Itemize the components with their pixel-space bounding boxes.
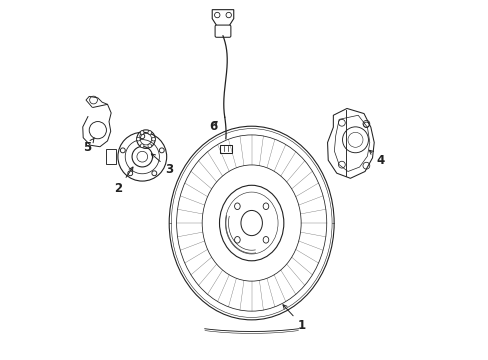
Text: 1: 1	[283, 305, 305, 332]
Circle shape	[120, 148, 125, 153]
Circle shape	[140, 144, 143, 148]
Circle shape	[127, 171, 132, 176]
Circle shape	[152, 171, 157, 176]
Circle shape	[151, 137, 155, 141]
Circle shape	[148, 131, 151, 134]
Circle shape	[148, 144, 151, 148]
Text: 4: 4	[368, 150, 384, 167]
Text: 3: 3	[151, 154, 173, 176]
Text: 6: 6	[209, 120, 217, 133]
Circle shape	[136, 137, 140, 141]
Circle shape	[159, 148, 164, 153]
Circle shape	[140, 131, 143, 134]
FancyBboxPatch shape	[215, 25, 230, 37]
Circle shape	[140, 134, 144, 139]
FancyBboxPatch shape	[220, 145, 231, 153]
Text: 5: 5	[83, 138, 94, 153]
Text: 2: 2	[114, 167, 133, 195]
